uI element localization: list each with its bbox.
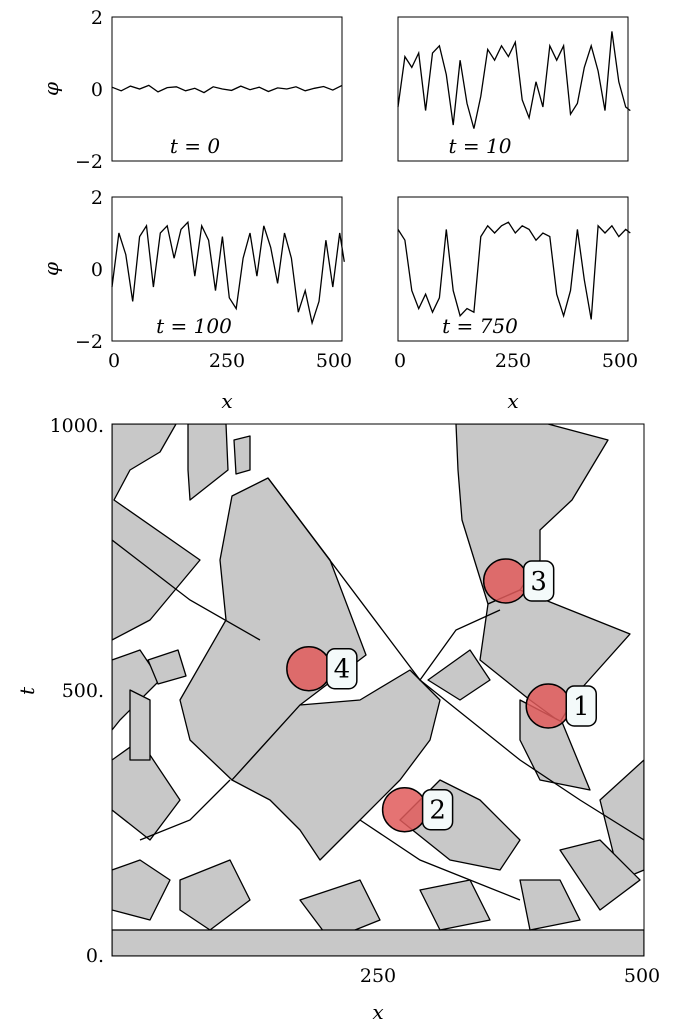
ytick-label: 0 (91, 79, 103, 101)
panel-frame-top-right (397, 16, 629, 162)
domain-wall (267, 477, 501, 682)
main-panel-frame (111, 423, 645, 957)
domain-region (112, 859, 171, 921)
domain-region (231, 669, 441, 861)
panel-frame-bottom-left (111, 196, 343, 342)
ytick-label: 500. (62, 680, 104, 702)
annotation-t750: t = 750 (442, 314, 518, 338)
domain-region (419, 879, 491, 931)
xlabel-x: x (372, 1000, 383, 1023)
xtick-label: 500 (316, 350, 352, 372)
domain-region (519, 879, 581, 931)
domain-region (299, 879, 381, 941)
annotation-t100: t = 100 (156, 314, 232, 338)
event-marker-label: 3 (530, 567, 547, 597)
event-marker-label-box (421, 788, 454, 831)
event-marker-label: 2 (429, 796, 446, 826)
series-line-t0 (111, 84, 343, 94)
event-markers: 1 2 3 4 (286, 558, 597, 833)
domain-region (455, 424, 609, 605)
domain-region (129, 689, 151, 761)
xtick-label: 500 (602, 350, 638, 372)
xtick-label: 250 (360, 965, 396, 987)
panel-frame-top-left (111, 16, 343, 162)
event-marker-label: 4 (334, 655, 351, 685)
ylabel-t: t (15, 686, 39, 695)
ytick-label: 0 (91, 259, 103, 281)
event-marker-label-box (565, 685, 597, 727)
event-marker-3 (482, 558, 529, 604)
xtick-label: 250 (495, 350, 531, 372)
ytick-label: 0. (86, 945, 104, 967)
domain-wall (419, 679, 644, 841)
xlabel-x: x (221, 389, 232, 413)
domain-region (427, 649, 491, 701)
domain-wall (112, 539, 261, 641)
ylabel-phi: φ (39, 82, 63, 96)
event-marker-label: 1 (573, 692, 590, 722)
domain-region (559, 839, 641, 911)
event-marker-2 (381, 786, 428, 833)
domain-region (187, 424, 229, 501)
event-marker-label-box (522, 560, 555, 602)
xtick-label: 0 (394, 350, 406, 372)
domain-region (179, 859, 251, 931)
xtick-label: 250 (209, 350, 245, 372)
event-marker-4 (286, 645, 332, 692)
series-line-t750 (397, 221, 631, 320)
xlabel-x: x (507, 389, 518, 413)
ytick-label: −2 (75, 151, 103, 173)
panel-frame-bottom-right (397, 196, 629, 342)
event-marker-1 (525, 683, 571, 729)
xtick-label: 500 (624, 965, 660, 987)
series-line-t100 (111, 220, 345, 326)
ytick-label: 2 (91, 187, 103, 209)
domain-wall (139, 779, 231, 841)
xtick-label: 0 (108, 350, 120, 372)
domain-region (147, 649, 187, 685)
ytick-label: 1000. (50, 415, 104, 437)
annotation-t10: t = 10 (449, 134, 512, 158)
series-line-t10 (397, 31, 631, 129)
ylabel-phi: φ (39, 262, 63, 276)
domain-region (112, 929, 644, 956)
domain-region (233, 435, 251, 475)
event-marker-label-box (326, 647, 358, 690)
annotation-t0: t = 0 (170, 134, 221, 158)
ytick-label: −2 (75, 331, 103, 353)
domain-wall (359, 819, 521, 901)
ytick-label: 2 (91, 7, 103, 29)
domain-region (112, 424, 201, 641)
